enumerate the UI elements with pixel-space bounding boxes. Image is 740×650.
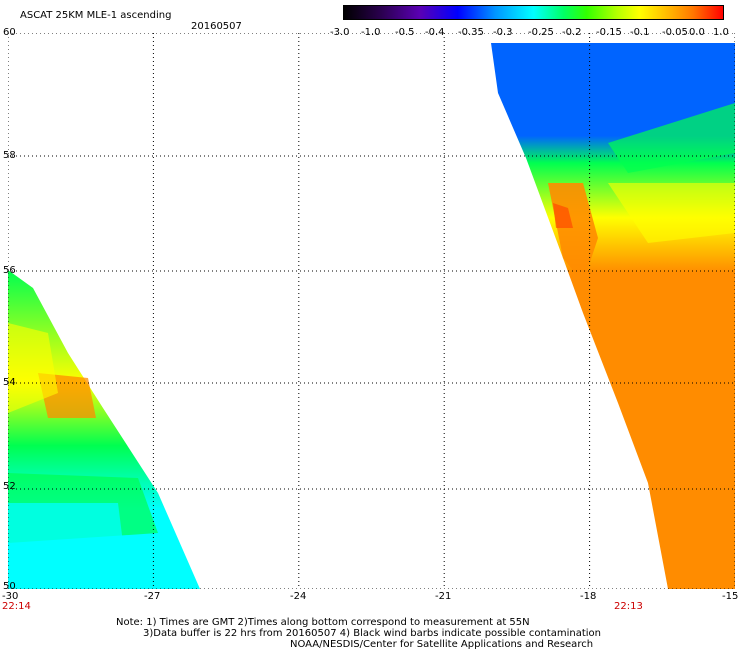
colorbar-label: -1.0 (361, 27, 381, 38)
y-label-56: 56 (3, 265, 16, 276)
colorbar-label: -0.1 (630, 27, 650, 38)
colorbar-label: -0.05 (662, 27, 688, 38)
footer-note-2: 3)Data buffer is 22 hrs from 20160507 4)… (143, 628, 601, 639)
x-label-neg27: -27 (144, 591, 161, 602)
swath-map (8, 33, 735, 589)
colorbar-label: -0.3 (493, 27, 513, 38)
map-plot (8, 33, 735, 589)
y-label-54: 54 (3, 377, 16, 388)
colorbar-label: -3.0 (330, 27, 350, 38)
footer-note-1: Note: 1) Times are GMT 2)Times along bot… (116, 617, 530, 628)
colorbar-label: -0.35 (458, 27, 484, 38)
y-label-52: 52 (3, 481, 16, 492)
x-label-neg24: -24 (290, 591, 307, 602)
x-label-neg30: -30 (2, 591, 19, 602)
time-left: 22:14 (2, 601, 31, 612)
colorbar (343, 5, 724, 20)
y-label-50: 50 (3, 581, 16, 592)
right-swath (491, 43, 735, 589)
x-label-neg15: -15 (722, 591, 739, 602)
colorbar-label: -0.2 (562, 27, 582, 38)
patch-red-a (553, 203, 573, 228)
footer-note-3: NOAA/NESDIS/Center for Satellite Applica… (290, 639, 594, 650)
time-right: 22:13 (614, 601, 643, 612)
patch-yellow-a (608, 183, 735, 243)
x-label-neg21: -21 (435, 591, 452, 602)
chart-date: 20160507 (191, 21, 242, 32)
patch-green-a (608, 103, 735, 173)
chart-title: ASCAT 25KM MLE-1 ascending (20, 10, 172, 21)
colorbar-label: -0.4 (425, 27, 445, 38)
patch-cyan-b (8, 503, 128, 589)
y-label-58: 58 (3, 150, 16, 161)
y-label-60: 60 (3, 27, 16, 38)
patch-yellow-b (8, 323, 58, 413)
x-label-neg18: -18 (580, 591, 597, 602)
